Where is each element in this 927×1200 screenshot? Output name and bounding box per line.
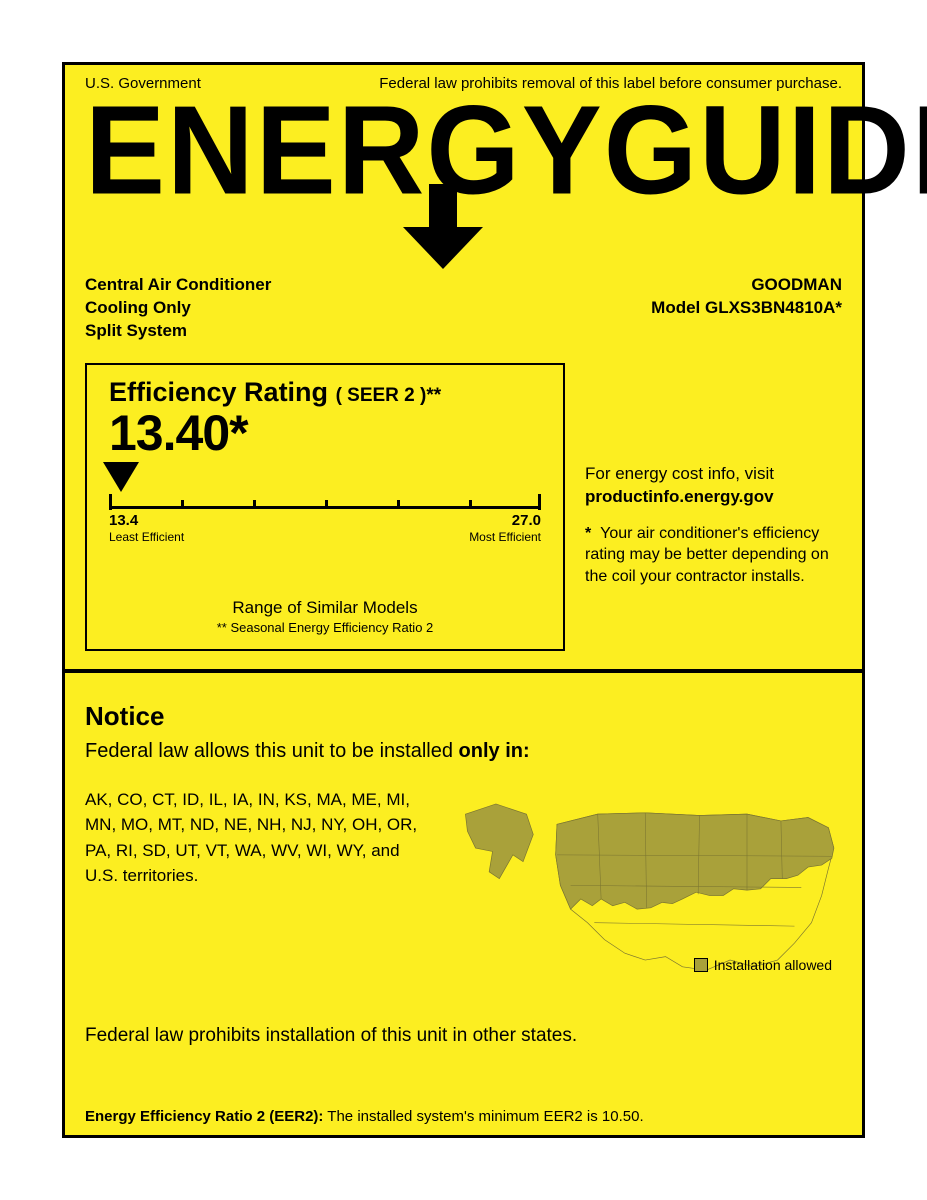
map-wrap: Installation allowed xyxy=(462,787,842,996)
product-type: Central Air Conditioner Cooling Only Spl… xyxy=(85,274,271,343)
notice-heading: Notice xyxy=(85,701,842,732)
allowed-states-list: AK, CO, CT, ID, IL, IA, IN, KS, MA, ME, … xyxy=(85,787,432,996)
brand-name: GOODMAN xyxy=(651,274,842,297)
scale-tick xyxy=(469,500,472,508)
logo-wrap: ENERGYGUIDE xyxy=(85,94,842,214)
scale-tick xyxy=(397,500,400,508)
scale-max-value: 27.0 xyxy=(512,512,541,529)
scale-min-label: Least Efficient xyxy=(109,530,184,544)
scale-tick xyxy=(109,494,112,510)
map-legend: Installation allowed xyxy=(694,957,832,973)
visit-block: For energy cost info, visit productinfo.… xyxy=(585,463,842,509)
notice-allows-bold: only in: xyxy=(459,740,530,762)
product-type-line1: Central Air Conditioner xyxy=(85,274,271,297)
legend-swatch-icon xyxy=(694,958,708,972)
visit-url: productinfo.energy.gov xyxy=(585,487,774,506)
product-model: GOODMAN Model GLXS3BN4810A* xyxy=(651,274,842,343)
efficiency-value: 13.40* xyxy=(109,404,541,462)
energy-guide-label: U.S. Government Federal law prohibits re… xyxy=(62,62,865,1138)
notice-allows-prefix: Federal law allows this unit to be insta… xyxy=(85,740,459,762)
notice-body: AK, CO, CT, ID, IL, IA, IN, KS, MA, ME, … xyxy=(85,787,842,996)
eer2-line: Energy Efficiency Ratio 2 (EER2): The in… xyxy=(85,1078,842,1125)
scale-tick xyxy=(325,500,328,508)
scale-min-value: 13.4 xyxy=(109,512,138,529)
product-row: Central Air Conditioner Cooling Only Spl… xyxy=(85,274,842,343)
range-subcaption: ** Seasonal Energy Efficiency Ratio 2 xyxy=(109,620,541,635)
efficiency-box: Efficiency Rating ( SEER 2 )** 13.40* 13… xyxy=(85,363,565,651)
bottom-section: Notice Federal law allows this unit to b… xyxy=(65,673,862,1135)
top-section: U.S. Government Federal law prohibits re… xyxy=(65,65,862,673)
scale-max-label: Most Efficient xyxy=(469,530,541,544)
model-number: Model GLXS3BN4810A* xyxy=(651,297,842,320)
range-caption: Range of Similar Models xyxy=(109,598,541,618)
efficiency-scale: 13.4 27.0 Least Efficient Most Efficient xyxy=(109,468,541,548)
eer2-label: Energy Efficiency Ratio 2 (EER2): xyxy=(85,1108,323,1125)
scale-tick xyxy=(253,500,256,508)
efficiency-title: Efficiency Rating xyxy=(109,377,328,407)
product-type-line2: Cooling Only xyxy=(85,297,271,320)
energyguide-logo: ENERGYGUIDE xyxy=(85,94,842,207)
side-info: For energy cost info, visit productinfo.… xyxy=(585,363,842,651)
scale-tick xyxy=(181,500,184,508)
notice-prohibit-line: Federal law prohibits installation of th… xyxy=(85,1025,842,1047)
legend-label: Installation allowed xyxy=(714,957,832,973)
scale-pointer-icon xyxy=(103,462,139,492)
product-type-line3: Split System xyxy=(85,320,271,343)
eer2-text: The installed system's minimum EER2 is 1… xyxy=(323,1108,643,1125)
footnote-text: Your air conditioner's efficiency rating… xyxy=(585,525,829,585)
footnote-asterisk: * xyxy=(585,525,591,542)
notice-allows-line: Federal law allows this unit to be insta… xyxy=(85,740,842,763)
efficiency-footnote: * Your air conditioner's efficiency rati… xyxy=(585,523,842,588)
efficiency-row: Efficiency Rating ( SEER 2 )** 13.40* 13… xyxy=(85,363,842,669)
seer-label: ( SEER 2 )** xyxy=(336,385,442,406)
visit-text: For energy cost info, visit xyxy=(585,464,774,483)
scale-tick xyxy=(538,494,541,510)
